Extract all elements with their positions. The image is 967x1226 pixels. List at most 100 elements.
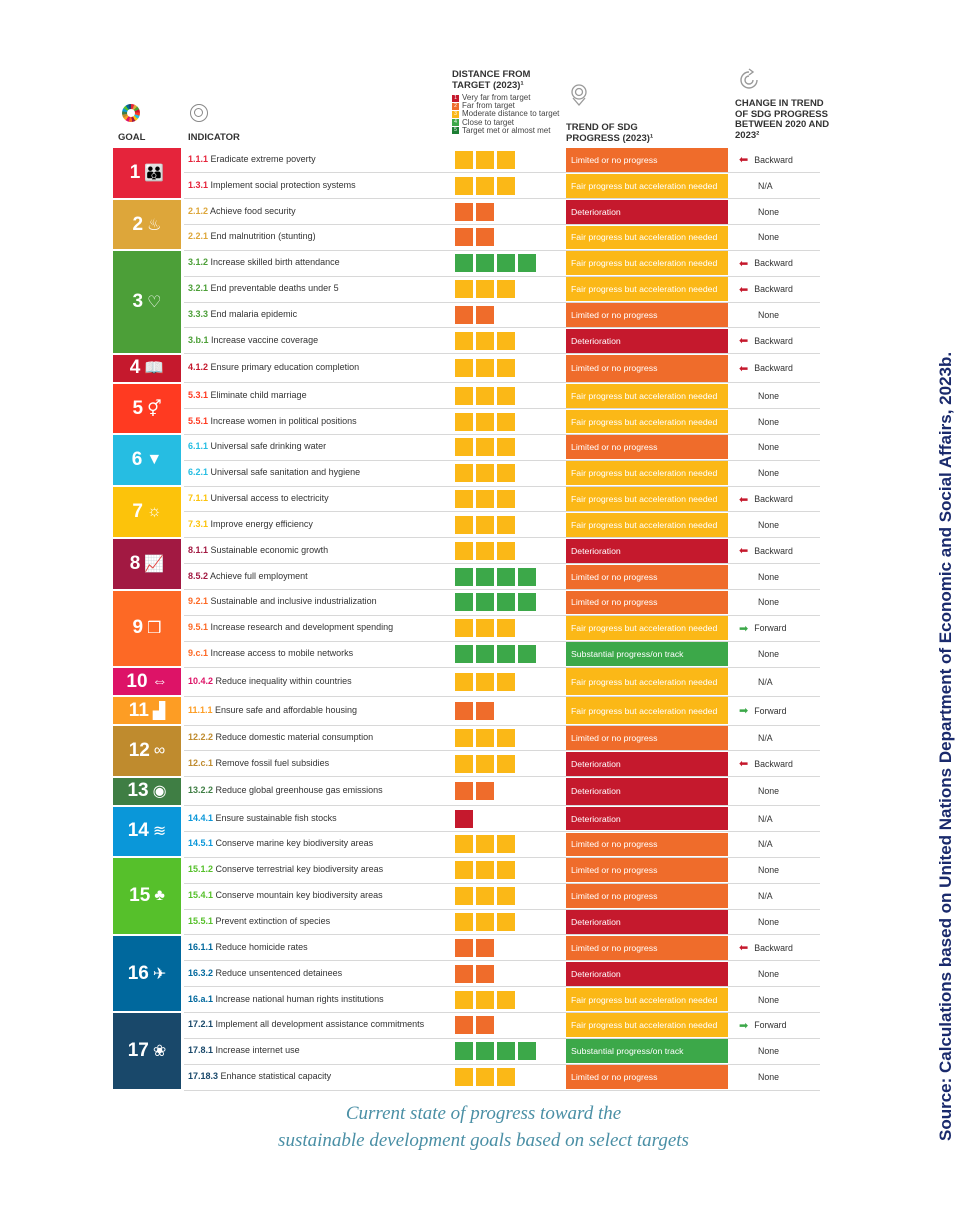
change-cell: N/A (736, 667, 818, 696)
indicator-name: Increase women in political positions (208, 415, 357, 426)
distance-square (476, 202, 494, 221)
distance-square (455, 619, 473, 638)
family-icon: 👪 (144, 164, 165, 182)
indicator-label: 6.2.1 Universal safe sanitation and hygi… (188, 467, 360, 477)
indicator-label: 17.18.3 Enhance statistical capacity (188, 1071, 331, 1081)
trend-cell: Substantial progress/on track (566, 1039, 728, 1064)
change-label: None (758, 468, 780, 479)
distance-square (497, 754, 515, 773)
row-separator (184, 224, 820, 226)
distance-square (455, 228, 473, 247)
distance-square (476, 782, 494, 801)
goal-number: 14 (127, 820, 149, 842)
indicator-code: 1.3.1 (188, 179, 209, 190)
distance-square (455, 782, 473, 801)
indicator-name: Increase vaccine coverage (208, 334, 319, 345)
indicator-name: Improve energy efficiency (208, 518, 313, 529)
distance-square (455, 912, 473, 931)
distance-square (476, 1016, 494, 1035)
distance-square (497, 619, 515, 638)
distance-square (476, 887, 494, 906)
row-separator (184, 1011, 820, 1013)
change-cell: None (736, 302, 818, 328)
trend-cell: Deterioration (566, 538, 728, 563)
row-separator (184, 1037, 820, 1039)
indicator-label: 10.4.2 Reduce inequality within countrie… (188, 676, 352, 686)
trend-cell: Limited or no progress (566, 148, 728, 172)
distance-square (455, 515, 473, 534)
infinity-icon: ∞ (153, 741, 166, 759)
indicator-label: 16.3.2 Reduce unsentenced detainees (188, 968, 342, 978)
sun-icon: ☼ (146, 502, 162, 520)
distance-square (476, 754, 494, 773)
distance-square (455, 645, 473, 664)
change-label: Backward (754, 154, 793, 165)
change-cell: None (736, 434, 818, 460)
distance-square (518, 593, 536, 612)
indicator-name: Achieve full employment (208, 570, 308, 581)
change-label: None (758, 865, 780, 876)
indicator-name: Increase access to mobile networks (208, 648, 354, 659)
distance-square (476, 912, 494, 931)
distance-square (497, 176, 515, 195)
indicator-label: 11.1.1 Ensure safe and affordable housin… (188, 705, 357, 715)
distance-square (476, 541, 494, 560)
change-label: None (758, 390, 780, 401)
fish-waves-icon: ≋ (152, 823, 167, 841)
distance-square (476, 701, 494, 720)
goal-number: 16 (127, 962, 149, 984)
distance-square (497, 990, 515, 1009)
indicator-label: 4.1.2 Ensure primary education completio… (188, 362, 359, 372)
indicator-name: End malnutrition (stunting) (208, 231, 316, 242)
change-cell: N/A (736, 832, 818, 858)
goal-block-2: 2 ♨ (113, 199, 181, 250)
indicator-code: 2.1.2 (188, 205, 209, 216)
goal-block-8: 8 📈 (113, 538, 181, 589)
indicator-label: 9.5.1 Increase research and development … (188, 622, 393, 632)
trend-cell: Limited or no progress (566, 884, 728, 909)
heartbeat-icon: ♡ (147, 294, 162, 312)
trend-cell: Limited or no progress (566, 564, 728, 589)
change-label: None (758, 1046, 780, 1057)
indicator-code: 7.3.1 (188, 518, 209, 529)
distance-square (476, 672, 494, 691)
indicator-label: 17.2.1 Implement all development assista… (188, 1019, 424, 1029)
change-cell: None (736, 987, 818, 1013)
goal-block-13: 13 ◉ (113, 777, 181, 805)
indicator-name: Enhance statistical capacity (218, 1071, 332, 1082)
goal-number: 8 (129, 552, 141, 574)
goal-block-5: 5 ⚥ (113, 383, 181, 434)
row-separator (184, 275, 820, 277)
goal-number: 9 (132, 617, 144, 639)
change-cell: ⬅ Backward (736, 935, 818, 961)
change-cell: None (736, 641, 818, 667)
legend-item: 2 Far from target (452, 101, 559, 110)
change-cell: None (736, 909, 818, 935)
distance-square (455, 938, 473, 957)
legend-swatch: 5 (452, 127, 459, 135)
eye-globe-icon: ◉ (152, 783, 167, 801)
change-cycle-icon (737, 68, 761, 92)
change-cell: None (736, 857, 818, 883)
goal-block-10: 10 ⇔ (113, 668, 181, 696)
distance-square (476, 835, 494, 854)
indicator-label: 16.1.1 Reduce homicide rates (188, 942, 308, 952)
goal-number: 7 (132, 500, 143, 522)
change-cell: N/A (736, 725, 818, 751)
indicator-label: 9.2.1 Sustainable and inclusive industri… (188, 596, 377, 606)
legend-label: Moderate distance to target (462, 109, 560, 119)
indicator-code: 1.1.1 (188, 153, 209, 164)
change-label: Backward (754, 545, 793, 556)
distance-square (455, 809, 473, 828)
change-label: Backward (754, 942, 793, 953)
row-separator (184, 934, 820, 936)
indicator-name: End malaria epidemic (208, 309, 298, 320)
goal-number: 12 (128, 739, 150, 761)
indicator-label: 3.2.1 End preventable deaths under 5 (188, 283, 339, 293)
row-separator (184, 172, 820, 174)
goal-number: 2 (132, 213, 144, 235)
distance-legend: 1 Very far from target 2 Far from target 3 Mo… (452, 93, 560, 135)
trend-cell: Fair progress but acceleration needed (566, 616, 728, 641)
legend-item: 4 Close to target (452, 118, 559, 127)
indicator-label: 15.1.2 Conserve terrestrial key biodiver… (188, 864, 383, 874)
